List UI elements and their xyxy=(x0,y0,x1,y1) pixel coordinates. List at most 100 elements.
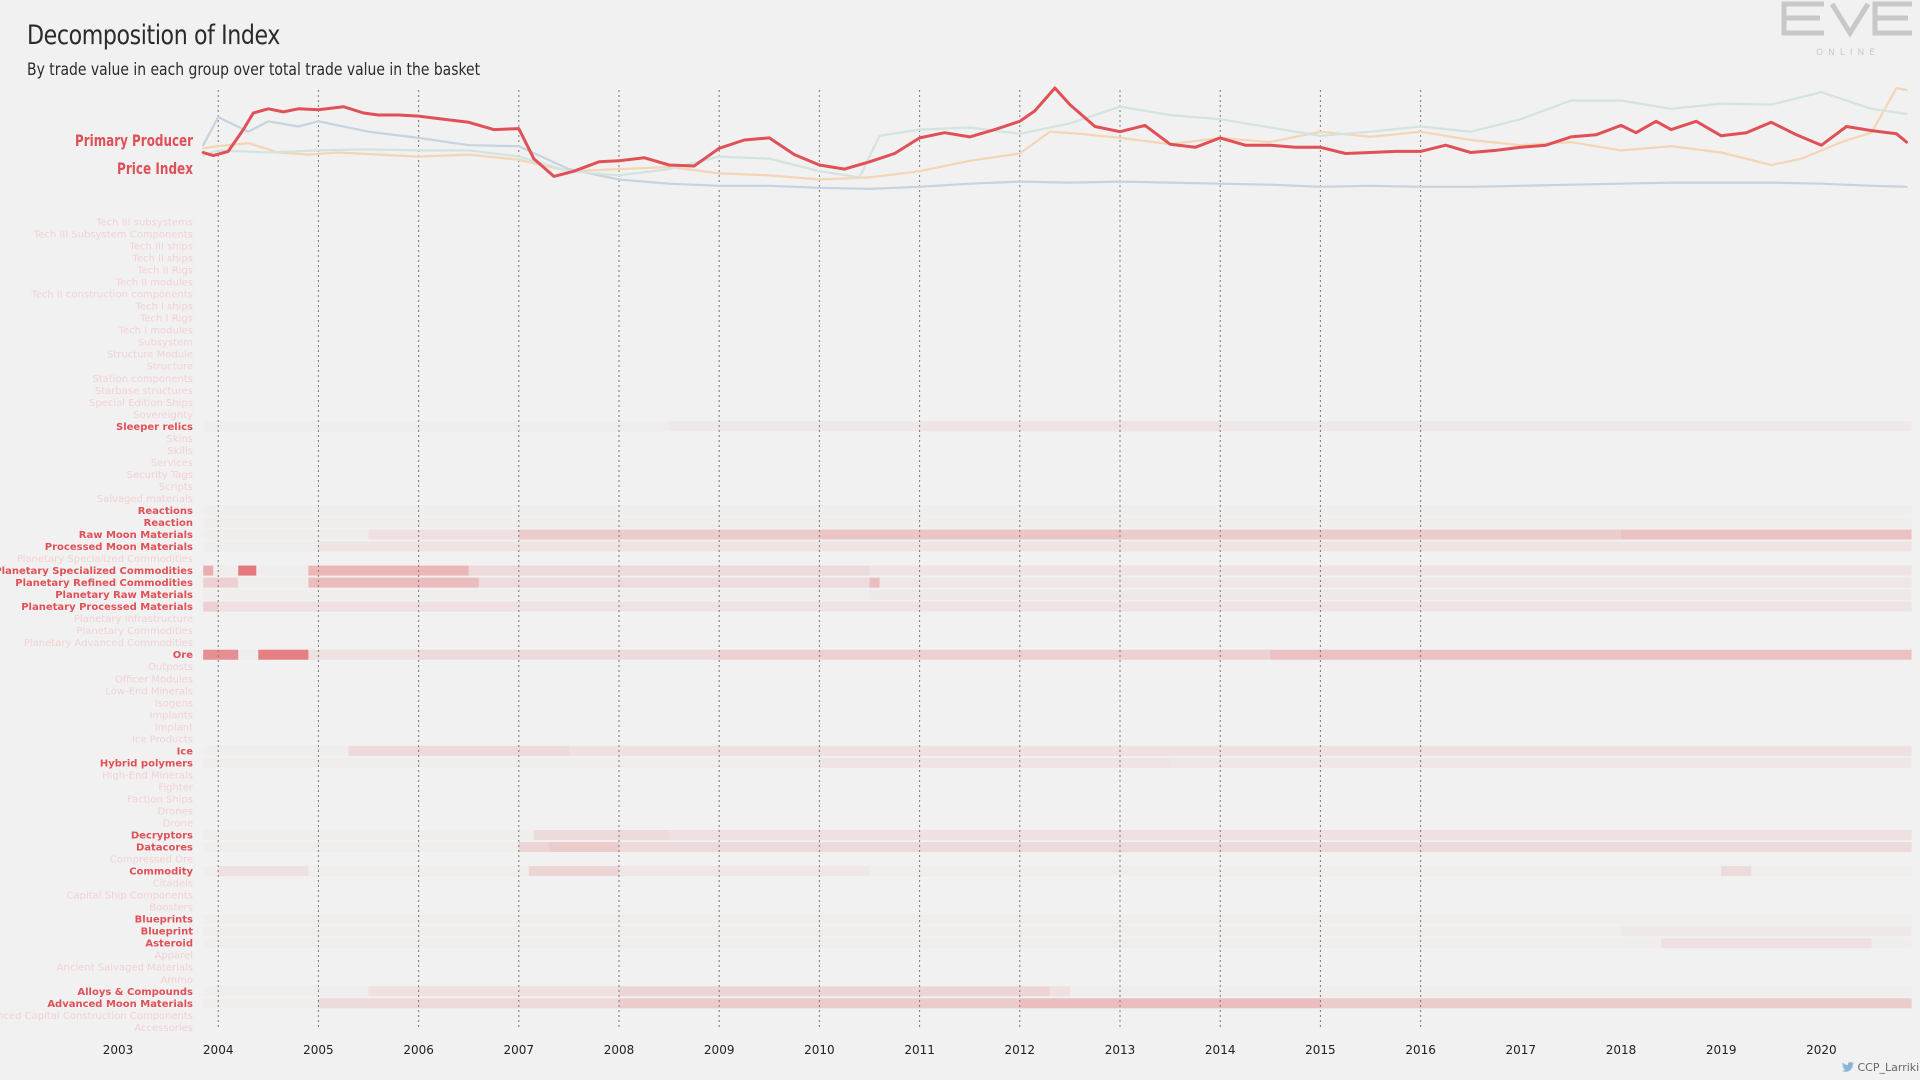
heatmap-cell xyxy=(619,842,1912,853)
heatmap-row-label: Drone xyxy=(163,819,193,830)
heatmap-cell xyxy=(318,541,820,552)
credit-handle: CCP_Larrikin xyxy=(1857,1061,1920,1074)
heatmap-row-label: Blueprints xyxy=(135,915,193,926)
heatmap-cell xyxy=(1320,998,1912,1009)
chart-subtitle: By trade value in each group over total … xyxy=(27,60,481,80)
heatmap-row-label: Ore xyxy=(173,650,193,661)
heatmap-cell xyxy=(308,649,419,660)
heatmap-cell xyxy=(819,757,1171,768)
heatmap-row-label: Ice xyxy=(177,746,194,757)
heatmap-row-label: Compressed Ore xyxy=(110,855,193,866)
series-line-0 xyxy=(201,86,1909,178)
x-tick-label: 2019 xyxy=(1706,1043,1737,1057)
heatmap-row-label: Sleeper relics xyxy=(116,422,193,433)
heatmap-cell xyxy=(418,649,720,660)
heatmap-cell xyxy=(203,565,214,576)
heatmap-cell xyxy=(568,745,1912,756)
heatmap-row-label: Apparel xyxy=(155,951,194,962)
heatmap-row-label: Citadels xyxy=(153,879,193,890)
heatmap-cell xyxy=(308,577,479,588)
heatmap-cell xyxy=(368,529,519,540)
heatmap-row-label: Tech III ships xyxy=(129,242,194,253)
heatmap-cell xyxy=(669,421,920,431)
heatmap-cell xyxy=(1170,757,1912,768)
heatmap-cell xyxy=(533,830,670,841)
heatmap-cell xyxy=(619,986,1050,997)
heatmap-row-label: Low-End Minerals xyxy=(105,686,193,697)
heatmap-row-label: High-End Minerals xyxy=(102,770,193,781)
heatmap-cell xyxy=(518,842,549,853)
heatmap-row-label: Tech II construction components xyxy=(30,290,193,301)
series-line-3 xyxy=(202,91,1908,179)
x-tick-label: 2018 xyxy=(1606,1043,1637,1057)
line-chart xyxy=(201,86,1909,190)
heatmap-cell xyxy=(669,830,1912,841)
heatmap-cell xyxy=(548,842,619,853)
heatmap-row-label: Station components xyxy=(92,374,193,385)
heatmap-cell xyxy=(879,577,1912,588)
heatmap-row-label: Planetary Advanced Commodities xyxy=(24,638,193,649)
heatmap-row-label: Planetary Infrastructure xyxy=(74,614,193,625)
heatmap-cell xyxy=(1049,986,1070,997)
heatmap-row-label: Datacores xyxy=(136,843,193,854)
heatmap-row-base xyxy=(203,866,1911,876)
heatmap-row-label: Security Tags xyxy=(127,470,193,481)
heatmap-row-label: Faction Ships xyxy=(127,794,193,805)
heatmap-row-label: Tech III subsystems xyxy=(95,218,193,229)
heatmap-row-label: Implant xyxy=(155,722,193,733)
eve-online-logo: ONLINE xyxy=(1781,1,1912,58)
heatmap-row-label: Planetary Refined Commodities xyxy=(15,578,193,589)
heatmap-row-label: Planetary Specialized Commodities xyxy=(0,566,193,577)
heatmap-row-label: Skills xyxy=(167,446,193,457)
heatmap-cell xyxy=(719,649,1271,660)
heatmap-row-label: Alloys & Compounds xyxy=(77,987,193,998)
x-tick-label: 2016 xyxy=(1405,1043,1436,1057)
heatmap-row-label: Sovereignty xyxy=(133,410,193,421)
heatmap-row-label: Raw Moon Materials xyxy=(79,530,193,541)
x-tick-label: 2020 xyxy=(1806,1043,1837,1057)
heatmap-cell xyxy=(518,529,820,540)
heatmap-row-label: Tech II modules xyxy=(115,278,193,289)
heatmap-row-label: Subsystem xyxy=(138,338,193,349)
heatmap-row-label: Scripts xyxy=(159,482,193,493)
heatmap-row-label: Processed Moon Materials xyxy=(45,542,193,553)
heatmap-row-label: Reaction xyxy=(144,518,193,529)
heatmap-row-label: Blueprint xyxy=(141,927,194,938)
heatmap-row-label: Starbase structures xyxy=(95,386,193,397)
heatmap-cell xyxy=(1661,938,1872,949)
heatmap-row-label: Advanced Moon Materials xyxy=(47,999,193,1010)
heatmap-row-label: Drones xyxy=(158,806,193,817)
heatmap-row-base xyxy=(203,938,1911,948)
heatmap-row-label: Ancient Salvaged Materials xyxy=(57,963,193,974)
heatmap-row-base xyxy=(203,517,1911,527)
heatmap-cell xyxy=(203,577,239,588)
heatmap-row-label: Decryptors xyxy=(131,831,193,842)
series-label-line: Primary Producer xyxy=(75,131,193,150)
heatmap-cell xyxy=(368,986,619,997)
x-tick-label: 2013 xyxy=(1105,1043,1136,1057)
heatmap-row-label: Planetary Raw Materials xyxy=(55,590,193,601)
heatmap-row-label: Structure Module xyxy=(107,350,193,361)
heatmap-row-label: Tech II Rigs xyxy=(136,266,193,277)
heatmap-row-label: Outposts xyxy=(148,662,193,673)
heatmap-row-label: Tech I Rigs xyxy=(139,314,193,325)
heatmap-row-label: Implants xyxy=(150,710,193,721)
heatmap-row-label: Fighter xyxy=(158,782,194,793)
x-tick-label: 2012 xyxy=(1005,1043,1036,1057)
twitter-bird-icon xyxy=(1842,1062,1854,1072)
heatmap-cell xyxy=(1120,529,1621,540)
heatmap-cell xyxy=(1621,926,1912,936)
heatmap-cell xyxy=(619,866,870,877)
heatmap-cell xyxy=(919,421,1221,432)
heatmap-cell xyxy=(218,601,519,612)
heatmap-row-label: Planetary Processed Materials xyxy=(21,602,193,613)
x-tick-label: 2004 xyxy=(203,1043,234,1057)
heatmap-cell xyxy=(1270,649,1912,660)
heatmap-cell xyxy=(468,565,870,576)
heatmap-row-base xyxy=(203,505,1911,515)
heatmap-cell xyxy=(1721,866,1752,877)
x-tick-label: 2005 xyxy=(303,1043,334,1057)
heatmap-cell xyxy=(1019,998,1321,1009)
